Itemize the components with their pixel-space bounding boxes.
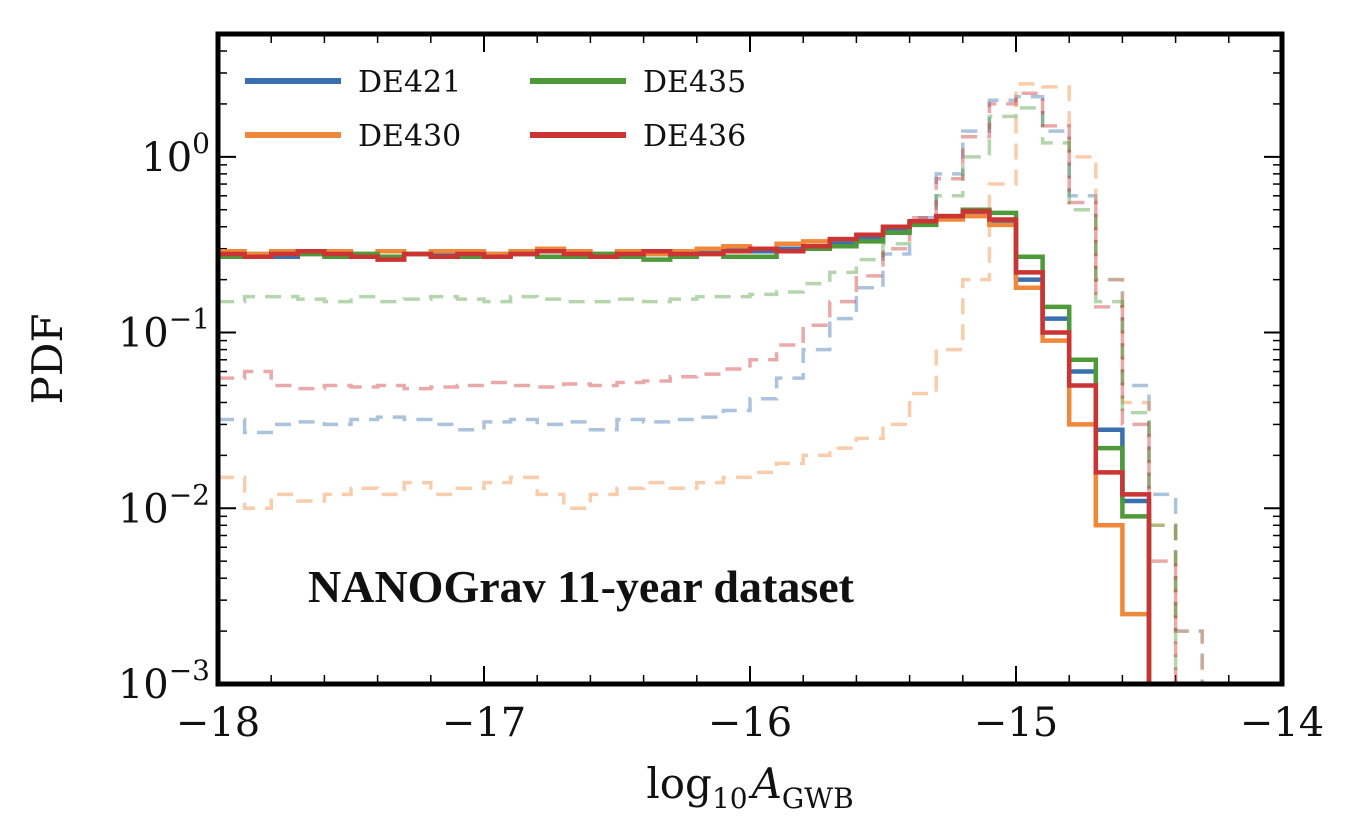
x-tick-label: −16 xyxy=(708,700,792,746)
series-line-dashed xyxy=(218,82,1204,684)
series-line-dashed xyxy=(218,94,1204,684)
y-tick-label: 10−1 xyxy=(118,303,210,357)
x-axis-title-var: A xyxy=(748,759,782,808)
x-tick-label: −17 xyxy=(442,700,526,746)
x-axis-title: log10AGWB xyxy=(646,759,853,815)
y-axis-title: PDF xyxy=(23,313,72,404)
legend-label-de421: DE421 xyxy=(358,65,461,100)
y-tick-label: 100 xyxy=(141,127,210,181)
y-tick-exponent: −2 xyxy=(169,478,210,511)
x-axis-title-log-sub: 10 xyxy=(712,782,748,815)
legend: DE421 DE430 DE435 DE436 xyxy=(245,65,746,154)
y-tick-base: 10 xyxy=(118,486,169,532)
series-line-dashed xyxy=(218,91,1203,686)
x-axis-title-var-sub: GWB xyxy=(782,782,854,815)
series-line-de436 xyxy=(218,209,1176,687)
y-tick-exponent: −1 xyxy=(169,303,210,336)
annotation-text: NANOGrav 11-year dataset xyxy=(308,561,855,612)
series-layer xyxy=(218,82,1204,687)
series-line-de421 xyxy=(218,210,1176,687)
series-line-dashed xyxy=(218,106,1203,686)
x-tick-label: −14 xyxy=(1240,700,1324,746)
y-tick-base: 10 xyxy=(118,662,169,708)
x-tick-label: −15 xyxy=(974,700,1058,746)
y-tick-base: 10 xyxy=(141,135,192,181)
x-tick-label: −18 xyxy=(176,700,260,746)
y-tick-label: 10−3 xyxy=(118,654,210,708)
legend-label-de430: DE430 xyxy=(358,119,461,154)
x-axis-title-log: log xyxy=(646,759,712,808)
x-tick-labels: −18 −17 −16 −15 −14 xyxy=(176,700,1324,746)
y-tick-label: 10−2 xyxy=(118,478,210,532)
legend-label-de435: DE435 xyxy=(643,65,746,100)
y-tick-exponent: 0 xyxy=(192,127,210,160)
series-line-de430 xyxy=(218,213,1176,687)
plot-frame xyxy=(215,31,1285,687)
y-tick-exponent: −3 xyxy=(169,654,210,687)
y-tick-base: 10 xyxy=(118,311,169,357)
legend-label-de436: DE436 xyxy=(643,119,746,154)
